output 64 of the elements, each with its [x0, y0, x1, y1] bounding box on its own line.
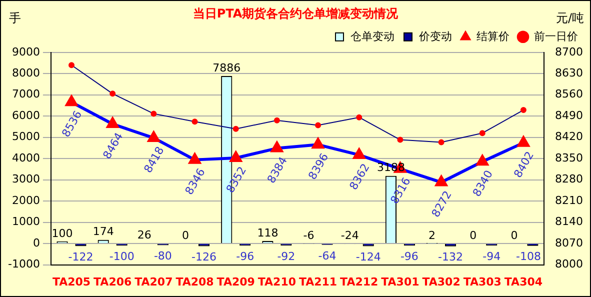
data-label: -124 [356, 250, 381, 264]
legend-label: 结算价 [476, 30, 510, 43]
y-tick-label: 7000 [12, 88, 40, 101]
y2-tick-label: 8140 [555, 215, 584, 228]
y-tick-label: 2000 [12, 194, 40, 207]
y2-tick-label: 8700 [555, 45, 584, 58]
y-tick-label: 9000 [12, 45, 40, 58]
x-tick-label: TA206 [94, 275, 132, 288]
y-tick-label: 1000 [12, 215, 40, 228]
y-tick-label: 3000 [12, 172, 40, 186]
y2-tick-label: 8630 [555, 66, 584, 80]
y-tick-label: 5000 [12, 130, 40, 144]
data-label: -132 [438, 250, 464, 264]
chart-title: 当日PTA期货各合约仓单增减变动情况 [192, 6, 400, 20]
x-tick-label: TA304 [504, 275, 543, 288]
data-label: 2 [428, 228, 436, 242]
y2-axis-title: 元/吨 [556, 11, 584, 26]
data-label: 0 [470, 228, 477, 242]
legend-label: 仓单变动 [350, 30, 394, 43]
x-tick-label: TA303 [463, 275, 502, 288]
data-label: -108 [516, 250, 542, 264]
data-label: -64 [318, 249, 336, 262]
y2-tick-label: 8070 [555, 236, 584, 250]
y2-tick-label: 8560 [555, 88, 584, 101]
legend-label: 价变动 [418, 30, 452, 43]
data-label: -6 [303, 228, 314, 242]
y2-tick-label: 8280 [555, 172, 584, 186]
y-tick-label: 6000 [12, 108, 40, 122]
x-tick-label: TA209 [216, 275, 255, 288]
y-tick-label: 8000 [12, 66, 40, 80]
x-tick-label: TA208 [176, 275, 214, 288]
x-tick-label: TA207 [134, 275, 173, 288]
x-tick-label: TA210 [258, 275, 296, 288]
data-label: -92 [277, 250, 296, 263]
y2-tick-label: 8420 [555, 130, 584, 144]
y-tick-label: 4000 [12, 151, 40, 164]
y-tick-label: 0 [32, 236, 40, 250]
data-label: 26 [137, 228, 152, 242]
data-label: -94 [482, 250, 501, 263]
data-label: -96 [236, 250, 254, 263]
data-label: -96 [400, 250, 418, 263]
data-label: 100 [52, 226, 73, 240]
legend-label: 前一日价 [534, 30, 578, 43]
data-label: -80 [154, 250, 172, 263]
data-label: -24 [340, 228, 359, 242]
data-label: -100 [109, 250, 134, 264]
data-label: 0 [510, 228, 518, 242]
y2-tick-label: 8000 [555, 258, 584, 271]
x-tick-label: TA205 [52, 275, 91, 288]
x-tick-label: TA211 [298, 275, 338, 288]
data-label: -122 [68, 250, 94, 264]
x-tick-label: TA302 [422, 275, 460, 288]
y2-tick-label: 8210 [555, 194, 584, 207]
y2-tick-label: 8490 [555, 108, 584, 122]
data-label: 118 [257, 226, 278, 240]
y-axis-title: 手 [9, 11, 21, 26]
data-label: 0 [182, 228, 190, 242]
x-tick-label: TA212 [340, 275, 378, 288]
x-tick-label: TA301 [381, 275, 420, 288]
y-tick-label: -1000 [8, 258, 40, 271]
data-label: 7886 [212, 61, 241, 74]
y2-tick-label: 8350 [555, 151, 584, 164]
data-label: 174 [92, 225, 114, 238]
data-label: -126 [192, 250, 216, 264]
